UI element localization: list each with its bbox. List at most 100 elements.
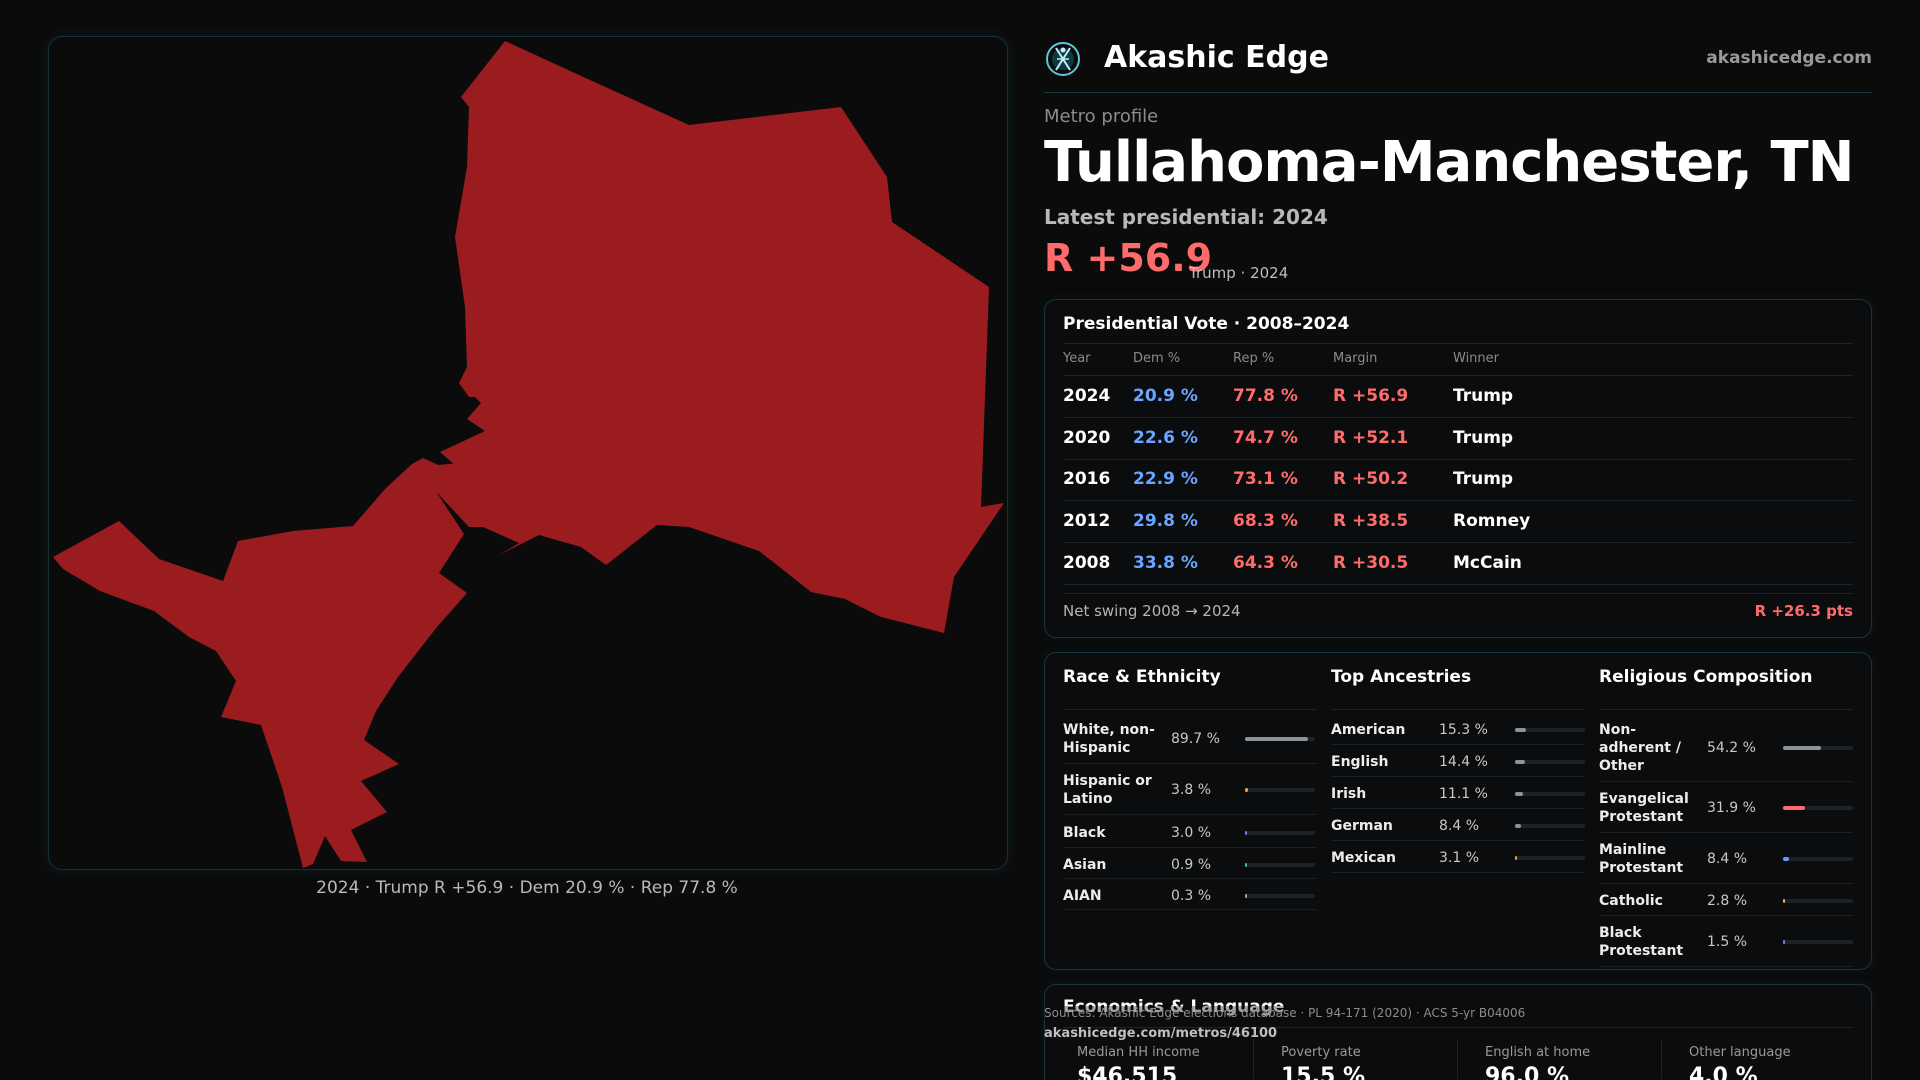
divider [1599, 915, 1853, 916]
cell-year: 2008 [1063, 553, 1111, 573]
religion-bar-fill [1783, 806, 1805, 810]
divider [1063, 593, 1853, 594]
dna-globe-icon[interactable] [1044, 40, 1082, 78]
stat-value: 4.0 % [1689, 1064, 1758, 1080]
ancestry-bar [1515, 824, 1585, 828]
cell-year: 2016 [1063, 469, 1111, 489]
race-value: 3.0 % [1171, 825, 1212, 841]
divider [1063, 814, 1317, 815]
religion-title: Religious Composition [1599, 667, 1813, 687]
stat-english-at-home: English at home 96.0 % [1485, 1045, 1675, 1080]
divider [1063, 500, 1853, 501]
divider [1661, 1039, 1662, 1079]
ancestry-label: English [1331, 754, 1389, 770]
religion-bar-fill [1783, 857, 1789, 861]
cell-rep: 68.3 % [1233, 511, 1298, 531]
divider [1063, 847, 1317, 848]
race-value: 89.7 % [1171, 731, 1220, 747]
stat-label: Median HH income [1077, 1045, 1200, 1060]
race-bar-fill [1245, 788, 1248, 792]
cell-dem: 20.9 % [1133, 386, 1198, 406]
divider [1331, 840, 1585, 841]
cell-dem: 33.8 % [1133, 553, 1198, 573]
latest-presidential-label: Latest presidential: 2024 [1044, 205, 1328, 229]
domain-link[interactable]: akashicedge.com [1706, 48, 1872, 68]
ancestry-title: Top Ancestries [1331, 667, 1472, 687]
col-winner: Winner [1453, 351, 1500, 366]
cell-rep: 73.1 % [1233, 469, 1298, 489]
divider [1063, 343, 1853, 344]
divider [1063, 763, 1317, 764]
county-shape-gap [453, 431, 504, 461]
cell-margin: R +38.5 [1333, 511, 1409, 531]
cell-year: 2012 [1063, 511, 1111, 531]
col-year: Year [1063, 351, 1091, 366]
stat-value: 15.5 % [1281, 1064, 1365, 1080]
race-label: Asian [1063, 857, 1107, 873]
divider [1331, 808, 1585, 809]
religion-bar [1783, 857, 1853, 861]
race-value: 0.9 % [1171, 857, 1212, 873]
cell-winner: McCain [1453, 553, 1522, 573]
ancestry-bar [1515, 760, 1585, 764]
divider [1063, 909, 1317, 910]
stat-value: $46,515 [1077, 1064, 1178, 1080]
col-rep: Rep % [1233, 351, 1275, 366]
metro-map[interactable] [49, 37, 1007, 869]
cell-rep: 74.7 % [1233, 428, 1298, 448]
stat-label: Poverty rate [1281, 1045, 1361, 1060]
religion-value: 2.8 % [1707, 893, 1748, 909]
site-header: Akashic Edge akashicedge.com [1044, 36, 1872, 93]
map-caption: 2024 · Trump R +56.9 · Dem 20.9 % · Rep … [316, 878, 738, 898]
ancestry-label: American [1331, 722, 1406, 738]
page-title: Tullahoma-Manchester, TN [1044, 130, 1855, 195]
stat-label: English at home [1485, 1045, 1591, 1060]
cell-winner: Trump [1453, 469, 1514, 489]
ancestry-label: German [1331, 818, 1393, 834]
map-panel[interactable] [48, 36, 1008, 870]
cell-dem: 22.6 % [1133, 428, 1198, 448]
religion-label: Mainline Protestant [1599, 842, 1684, 876]
race-label: White, non-Hispanic [1063, 722, 1155, 756]
economics-title: Economics & Language [1063, 997, 1285, 1017]
divider [1331, 709, 1585, 710]
ancestry-value: 3.1 % [1439, 850, 1480, 866]
brand-name[interactable]: Akashic Edge [1104, 40, 1329, 75]
cell-winner: Romney [1453, 511, 1531, 531]
divider [1063, 417, 1853, 418]
religion-bar-fill [1783, 940, 1785, 944]
county-shape-franklin[interactable] [53, 458, 471, 868]
stat-other-language: Other language 4.0 % [1689, 1045, 1879, 1080]
divider [1063, 375, 1853, 376]
divider [1599, 781, 1853, 782]
ancestry-bar [1515, 728, 1585, 732]
col-dem: Dem % [1133, 351, 1181, 366]
religion-label: Black Protestant [1599, 925, 1684, 959]
page-eyebrow: Metro profile [1044, 106, 1159, 127]
race-value: 0.3 % [1171, 888, 1212, 904]
cell-winner: Trump [1453, 428, 1514, 448]
county-shape-coffee[interactable] [432, 41, 1004, 633]
religion-bar [1783, 806, 1853, 810]
net-swing-label: Net swing 2008 → 2024 [1063, 602, 1241, 620]
stat-label: Other language [1689, 1045, 1791, 1060]
race-bar [1245, 894, 1315, 898]
sources-url[interactable]: akashicedge.com/metros/46100 [1044, 1026, 1278, 1041]
divider [1599, 832, 1853, 833]
cell-dem: 29.8 % [1133, 511, 1198, 531]
cell-margin: R +52.1 [1333, 428, 1409, 448]
ancestry-bar-fill [1515, 824, 1521, 828]
ancestry-bar-fill [1515, 856, 1517, 860]
religion-bar-fill [1783, 899, 1785, 903]
race-bar [1245, 788, 1315, 792]
vote-card-title: Presidential Vote · 2008–2024 [1063, 314, 1350, 334]
ancestry-value: 14.4 % [1439, 754, 1488, 770]
ancestry-value: 11.1 % [1439, 786, 1488, 802]
cell-dem: 22.9 % [1133, 469, 1198, 489]
divider [1599, 709, 1853, 710]
stat-value: 96.0 % [1485, 1064, 1569, 1080]
cell-year: 2024 [1063, 386, 1111, 406]
divider [1599, 966, 1853, 967]
cell-year: 2020 [1063, 428, 1111, 448]
